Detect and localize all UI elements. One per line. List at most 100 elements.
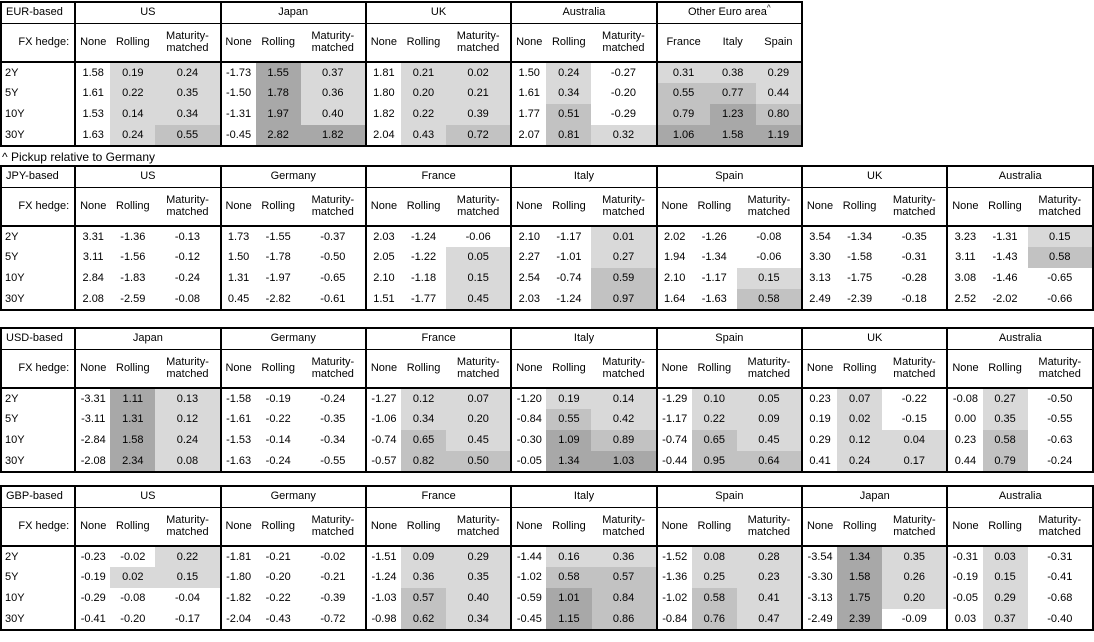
value-cell: 3.08 (946, 268, 983, 289)
value-cell: -1.01 (556, 251, 582, 264)
value-cell: 0.41 (801, 451, 838, 472)
value-cell: 0.15 (982, 567, 1028, 588)
value-cell: 0.23 (801, 388, 838, 409)
value-cell: 0.41 (736, 588, 803, 609)
hedge-col-header: Maturity-matched (1027, 187, 1093, 227)
value-cell: -1.97 (265, 272, 291, 285)
value-cell: 0.55 (655, 83, 710, 104)
hedge-col-header: Rolling (982, 507, 1028, 547)
value-cell: -1.43 (992, 251, 1018, 264)
usd-based-table-slot: USD-based Japan Germany France Italy Spain UK A… (0, 327, 1094, 473)
value-cell: 2.34 (110, 451, 156, 472)
value-cell: 0.08 (691, 546, 737, 567)
group-header-row: EUR-based US Japan UK Australia Other Euro ar… (1, 2, 802, 24)
hedge-col-header: None (800, 187, 838, 227)
hedge-header-row: FX hedge: None Rolling Maturity-matched None… (1, 187, 1093, 227)
value-cell: 0.31 (655, 62, 710, 83)
hedge-col-header: Rolling (255, 187, 301, 227)
value-cell: 0.44 (946, 451, 983, 472)
value-cell: -0.34 (320, 434, 346, 447)
value-cell: 0.89 (591, 430, 657, 451)
table-row: 5Y 1.61 0.22 0.35 -1.50 1.78 0.36 1.80 0.20 0.21 1… (1, 83, 802, 104)
value-cell: 0.80 (755, 104, 802, 125)
hedge-col-header: None (364, 507, 402, 547)
value-cell: 0.45 (736, 430, 803, 451)
value-cell: 0.97 (591, 289, 657, 310)
fx-hedge-label: FX hedge: (1, 507, 76, 547)
value-cell: -1.34 (847, 230, 873, 243)
value-cell: 0.27 (982, 388, 1028, 409)
hedge-col-header: Maturity-matched (446, 23, 512, 63)
country-group-header: Australia (510, 2, 657, 24)
value-cell: 0.27 (591, 247, 657, 268)
value-cell: -2.08 (74, 451, 111, 472)
value-cell: 0.22 (110, 83, 156, 104)
hedge-col-header: None (946, 349, 983, 389)
hedge-col-header: Rolling (691, 349, 737, 389)
value-cell: 0.36 (401, 567, 447, 588)
table-row: 2Y -3.31 1.11 0.13 -1.58 -0.19 -0.24 -1.27 0.12 0… (1, 388, 1093, 409)
hedge-col-header: Rolling (255, 507, 301, 547)
value-cell: 0.20 (882, 588, 948, 609)
hedge-col-header: None (219, 187, 256, 227)
value-cell: -3.11 (74, 409, 111, 430)
value-cell: -0.84 (655, 609, 692, 630)
value-cell: 1.58 (74, 62, 111, 83)
country-group-header: Germany (219, 486, 366, 508)
country-group-header: Spain (655, 328, 803, 350)
value-cell: -1.34 (701, 251, 727, 264)
value-cell: 0.09 (401, 546, 447, 567)
hedge-col-header: None (219, 349, 256, 389)
country-group-header: Germany (219, 328, 366, 350)
value-cell: 1.51 (364, 289, 401, 310)
value-cell: -0.98 (364, 609, 402, 630)
value-cell: -1.63 (219, 451, 256, 472)
value-cell: -0.61 (320, 292, 346, 305)
value-cell: 0.15 (1027, 226, 1093, 247)
value-cell: -1.27 (364, 388, 401, 409)
value-cell: -0.19 (74, 567, 111, 588)
value-cell: -0.23 (74, 546, 111, 567)
value-cell: -1.75 (847, 272, 873, 285)
hedge-header-row: FX hedge: None Rolling Maturity-matched None… (1, 349, 1093, 389)
hedge-header-row: FX hedge: None Rolling Maturity-matched None… (1, 23, 802, 63)
value-cell: -1.02 (655, 588, 692, 609)
value-cell: 0.05 (736, 388, 803, 409)
value-cell: 0.05 (446, 247, 512, 268)
value-cell: -0.06 (756, 251, 782, 264)
value-cell: 0.16 (546, 546, 592, 567)
value-cell: -0.30 (510, 430, 547, 451)
value-cell: -0.39 (320, 592, 346, 605)
country-group-header: Italy (510, 328, 657, 350)
value-cell: -0.24 (265, 454, 291, 467)
value-cell: 0.65 (691, 430, 737, 451)
value-cell: 1.80 (364, 83, 401, 104)
fx-hedge-label: FX hedge: (1, 187, 76, 227)
value-cell: -0.04 (174, 592, 201, 605)
value-cell: 0.36 (591, 546, 657, 567)
value-cell: 1.01 (546, 588, 592, 609)
value-cell: -1.83 (120, 272, 146, 285)
value-cell: 0.65 (401, 430, 447, 451)
table-row: 30Y -0.41 -0.20 -0.17 -2.04 -0.43 -0.72 -0.98 0.… (1, 609, 1093, 630)
country-group-header: Japan (801, 486, 948, 508)
value-cell: -1.31 (219, 104, 256, 125)
value-cell: -0.31 (901, 251, 927, 264)
value-cell: -1.20 (510, 388, 547, 409)
value-cell: 0.40 (446, 588, 512, 609)
value-cell: -2.39 (847, 292, 873, 305)
value-cell: 1.58 (110, 430, 156, 451)
value-cell: 2.10 (364, 268, 401, 289)
value-cell: 2.84 (74, 268, 111, 289)
hedge-col-header: None (655, 349, 692, 389)
hedge-col-header: None (74, 187, 111, 227)
value-cell: -3.30 (801, 567, 838, 588)
value-cell: -1.78 (265, 251, 291, 264)
value-cell: -0.55 (1047, 413, 1073, 426)
hedge-col-header: Maturity-matched (155, 507, 221, 547)
hedge-col-header: None (801, 349, 838, 389)
tenor-label: 2Y (5, 550, 19, 563)
value-cell: 0.19 (801, 409, 838, 430)
value-cell: 0.79 (655, 104, 710, 125)
table-row: 10Y -0.29 -0.08 -0.04 -1.82 -0.22 -0.39 -1.03 0.… (1, 588, 1093, 609)
